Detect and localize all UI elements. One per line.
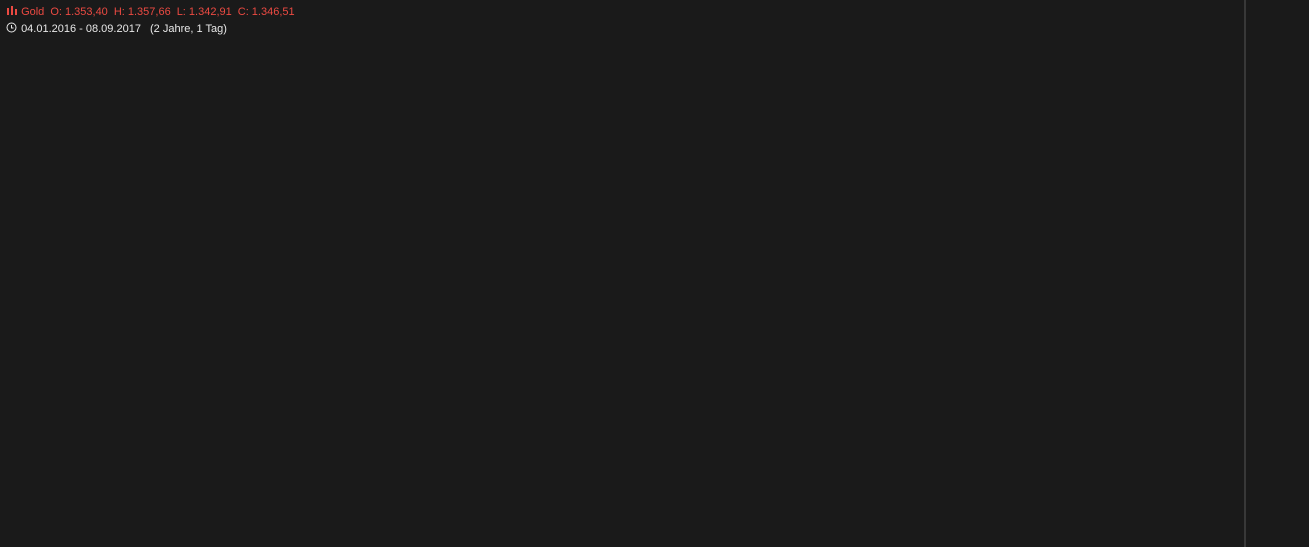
header-ohlc: Gold O: 1.353,40 H: 1.357,66 L: 1.342,91 C: …: [6, 6, 301, 18]
span: (2 Jahre, 1 Tag): [150, 23, 227, 35]
low: L: 1.342,91: [176, 6, 232, 18]
symbol: Gold: [21, 6, 45, 18]
header-range: 04.01.2016 - 08.09.2017 (2 Jahre, 1 Tag): [6, 22, 233, 35]
open: O: 1.353,40: [50, 6, 108, 18]
clock-icon: [6, 22, 17, 33]
close: C: 1.346,51: [237, 6, 295, 18]
high: H: 1.357,66: [113, 6, 171, 18]
date-range: 04.01.2016 - 08.09.2017: [21, 23, 141, 35]
icon: [7, 6, 17, 15]
